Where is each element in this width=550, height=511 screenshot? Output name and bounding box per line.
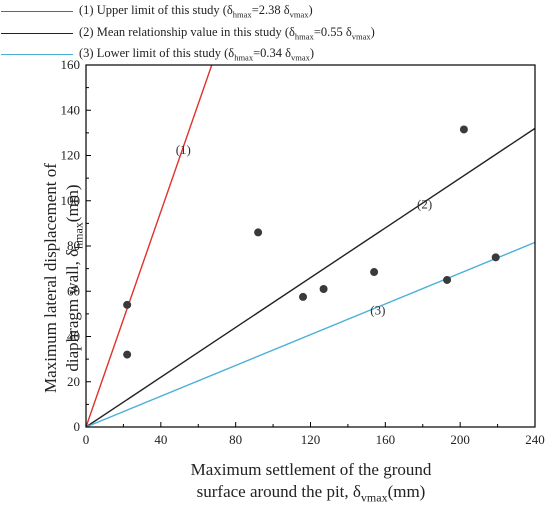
legend-item-1: (1) Upper limit of this study (δhmax=2.3… xyxy=(0,1,313,21)
legend-item-2: (2) Mean relationship value in this stud… xyxy=(0,23,375,43)
legend-swatch-3 xyxy=(1,53,73,55)
data-point xyxy=(443,275,452,284)
legend-item-3: (3) Lower limit of this study (δhmax=0.3… xyxy=(0,44,314,64)
y-tick-label: 100 xyxy=(61,193,81,208)
legend-label-2: (2) Mean relationship value in this stud… xyxy=(79,24,375,42)
y-tick-label: 140 xyxy=(61,102,81,117)
legend-swatch-1 xyxy=(1,10,73,12)
y-tick-label: 80 xyxy=(67,238,80,253)
data-point xyxy=(319,284,328,293)
legend: (1) Upper limit of this study (δhmax=2.3… xyxy=(0,0,550,64)
y-axis-label: Maximum lateral displacement of diaphrag… xyxy=(41,163,86,393)
x-axis-label: Maximum settlement of the ground surface… xyxy=(190,460,432,505)
fit-line-2 xyxy=(86,127,535,427)
x-tick-label: 200 xyxy=(450,432,470,447)
data-point xyxy=(254,228,263,237)
data-point xyxy=(123,300,132,309)
data-point xyxy=(459,125,468,134)
x-tick-label: 160 xyxy=(376,432,396,447)
line-label-2: (2) xyxy=(417,196,432,211)
x-tick-label: 0 xyxy=(83,432,90,447)
x-tick-label: 80 xyxy=(229,432,242,447)
y-tick-label: 40 xyxy=(67,329,80,344)
x-tick-label: 120 xyxy=(301,432,321,447)
data-point xyxy=(491,253,500,262)
plot-frame xyxy=(85,64,536,428)
fit-line-3 xyxy=(86,241,535,427)
legend-label-3: (3) Lower limit of this study (δhmax=0.3… xyxy=(79,45,315,63)
y-tick-label: 0 xyxy=(74,419,81,434)
data-point xyxy=(299,292,308,301)
y-tick-label: 120 xyxy=(61,148,81,163)
y-tick-label: 60 xyxy=(67,283,80,298)
fit-line-1 xyxy=(86,65,213,427)
y-tick-label: 160 xyxy=(61,57,81,72)
x-tick-label: 240 xyxy=(525,432,545,447)
legend-swatch-2 xyxy=(1,32,73,34)
y-tick-label: 20 xyxy=(67,374,80,389)
line-label-3: (3) xyxy=(370,303,385,318)
legend-label-1: (1) Upper limit of this study (δhmax=2.3… xyxy=(79,2,313,20)
x-tick-label: 40 xyxy=(154,432,167,447)
data-point xyxy=(123,350,132,359)
data-point xyxy=(370,268,379,277)
line-label-1: (1) xyxy=(176,142,191,157)
